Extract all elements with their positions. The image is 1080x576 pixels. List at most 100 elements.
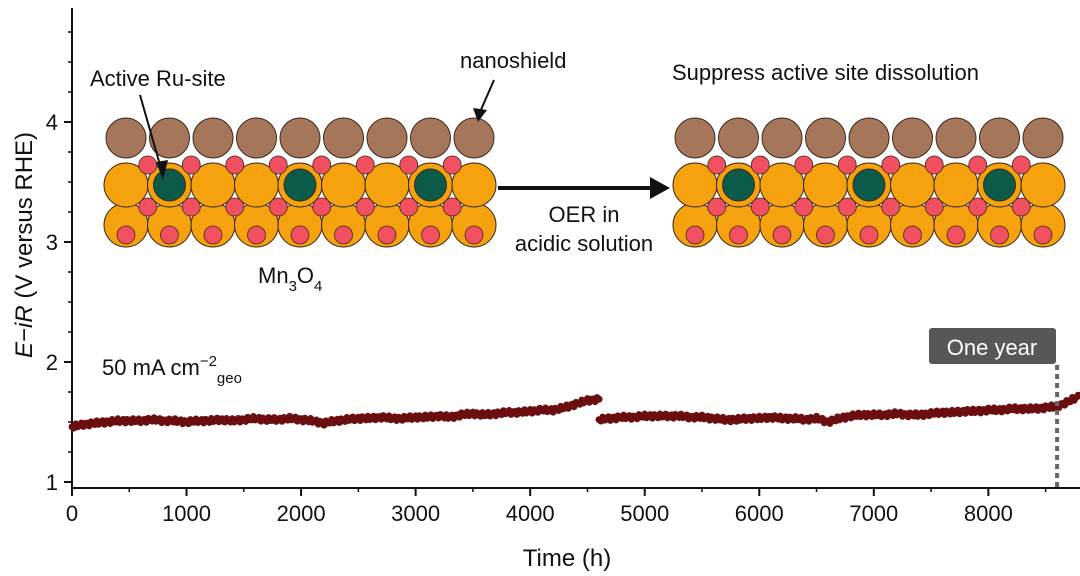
oxygen-atom — [312, 197, 332, 217]
oxygen-atom — [946, 225, 966, 245]
ru-atom — [983, 168, 1016, 202]
active-ru-site-label: Active Ru-site — [90, 66, 226, 91]
oxygen-atom — [312, 155, 332, 175]
shield-atom — [1022, 117, 1064, 159]
x-tick-label: 5000 — [620, 501, 669, 526]
nanoshield-pointer-line — [479, 79, 495, 113]
active-ru-arrowhead — [156, 160, 168, 180]
left-atom-structure — [103, 117, 497, 248]
process-label-line2: acidic solution — [515, 231, 653, 256]
data-series — [68, 391, 1080, 432]
shield-atom — [410, 117, 451, 159]
shield-atom — [105, 117, 147, 159]
oxygen-atom — [464, 225, 484, 245]
nanoshield-label: nanoshield — [460, 48, 566, 73]
shield-atom — [935, 117, 977, 159]
shield-atom — [848, 117, 890, 159]
data-point — [595, 395, 603, 403]
oxygen-atom — [225, 197, 245, 217]
oxygen-atom — [181, 155, 201, 175]
x-tick-label: 3000 — [391, 501, 440, 526]
oxygen-atom — [268, 197, 288, 217]
oxygen-atom — [707, 155, 727, 175]
oxygen-atom — [837, 155, 857, 175]
ru-atom — [414, 168, 447, 202]
shield-atom — [149, 117, 190, 159]
x-tick-label: 2000 — [277, 501, 326, 526]
oxygen-atom — [268, 155, 288, 175]
nanoshield-arrowhead — [473, 108, 487, 122]
shield-atom — [674, 117, 716, 159]
mn-atom — [1020, 162, 1066, 208]
oxygen-atom — [816, 225, 835, 245]
oxygen-atom — [225, 155, 245, 175]
x-tick-label: 4000 — [506, 501, 555, 526]
one-year-badge — [929, 328, 1056, 364]
schematic-illustration: Active Ru-site nanoshield Mn3O4 OER in a… — [90, 48, 1066, 295]
shield-atom — [718, 117, 759, 159]
mn-atom — [451, 162, 497, 208]
oxygen-atom — [247, 225, 266, 245]
oxygen-atom — [334, 225, 353, 245]
oxygen-atom — [1011, 155, 1031, 175]
x-ticks: 0 1000 2000 3000 4000 5000 6000 7000 8000 — [66, 488, 1047, 526]
shield-atom — [453, 117, 495, 159]
oxygen-atom — [377, 225, 397, 245]
x-tick-label: 6000 — [735, 501, 784, 526]
ru-atom — [722, 168, 755, 202]
process-label-line1: OER in — [549, 202, 620, 227]
y-ticks: 1 2 3 4 — [46, 31, 72, 495]
active-ru-pointer-line — [139, 94, 163, 173]
one-year-label: One year — [947, 335, 1038, 360]
x-tick-label: 8000 — [964, 501, 1013, 526]
oxygen-atom — [399, 197, 419, 217]
y-tick-label: 1 — [46, 470, 58, 495]
oxygen-atom — [442, 197, 462, 217]
ru-atom — [283, 168, 317, 202]
oxygen-atom — [138, 197, 158, 217]
oxygen-atom — [968, 155, 988, 175]
oxygen-atom — [924, 197, 944, 217]
suppress-dissolution-label: Suppress active site dissolution — [672, 60, 979, 85]
shield-atom — [366, 117, 408, 159]
oxygen-atom — [881, 155, 901, 175]
oxygen-atom — [750, 197, 770, 217]
oxygen-atom — [685, 225, 705, 245]
oxygen-atom — [116, 225, 136, 245]
ru-atom — [153, 168, 186, 202]
y-tick-label: 3 — [46, 230, 58, 255]
oxygen-atom — [707, 197, 727, 217]
oxygen-atom — [859, 225, 879, 245]
oxygen-atom — [794, 197, 814, 217]
oxygen-atom — [181, 197, 201, 217]
oxygen-atom — [1033, 225, 1053, 245]
substrate-label: Mn3O4 — [258, 263, 322, 295]
y-tick-label: 4 — [46, 110, 58, 135]
oxygen-atom — [750, 155, 770, 175]
y-tick-label: 2 — [46, 350, 58, 375]
oxygen-atom — [837, 197, 857, 217]
process-arrowhead — [650, 177, 670, 199]
shield-atom — [323, 117, 364, 159]
oxygen-atom — [772, 225, 792, 245]
shield-atom — [892, 117, 933, 159]
x-tick-label: 0 — [66, 501, 78, 526]
shield-atom — [979, 117, 1020, 159]
data-point — [1076, 392, 1080, 400]
y-axis-title: E−iR (V versus RHE) — [11, 132, 38, 358]
oxygen-atom — [1011, 197, 1031, 217]
oxygen-atom — [990, 225, 1009, 245]
oxygen-atom — [903, 225, 922, 245]
shield-atom — [761, 117, 803, 159]
oxygen-atom — [442, 155, 462, 175]
x-axis-title: Time (h) — [523, 545, 611, 572]
oxygen-atom — [160, 225, 179, 245]
shield-atom — [805, 117, 846, 159]
x-tick-label: 7000 — [849, 501, 898, 526]
oxygen-atom — [290, 225, 310, 245]
shield-atom — [279, 117, 321, 159]
oxygen-atom — [355, 155, 375, 175]
oxygen-atom — [355, 197, 375, 217]
oxygen-atom — [881, 197, 901, 217]
